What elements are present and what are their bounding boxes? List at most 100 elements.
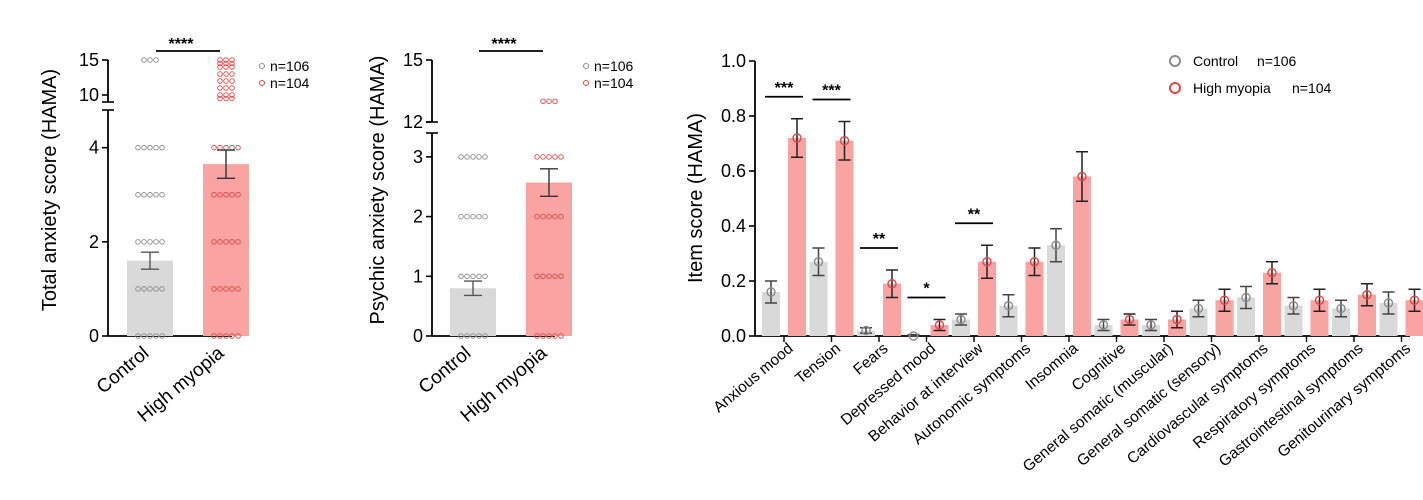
p1-data-point	[229, 333, 235, 339]
p1-data-point	[229, 57, 235, 63]
p1-data-point	[147, 144, 153, 151]
p2-data-point	[464, 154, 470, 160]
p2-ytick-label: 12	[403, 112, 423, 132]
p3-significance: ***	[822, 83, 841, 100]
p2-bars	[450, 98, 572, 339]
p2-data-point	[482, 154, 488, 160]
p3-mean-marker	[792, 133, 802, 143]
p1-data-point	[141, 191, 147, 198]
p2-data-point	[464, 273, 470, 280]
p3-mean-marker	[1172, 314, 1182, 325]
p2-data-point	[476, 273, 482, 280]
p3-mean-marker	[1267, 268, 1277, 278]
p1-data-point	[235, 333, 241, 339]
p2-bar-control	[450, 288, 496, 336]
p3-legend-myopia-marker	[1169, 82, 1181, 94]
p1-data-point	[211, 191, 217, 198]
p1-data-point	[217, 191, 223, 198]
p3-category-label: Anxious mood	[710, 340, 796, 416]
p2-bar-myopia	[526, 182, 572, 336]
p2-data-point	[546, 98, 552, 105]
p2-data-point	[476, 154, 482, 160]
p2-data-point	[552, 213, 558, 220]
p1-data-point	[141, 144, 147, 151]
p2-data-point	[534, 213, 540, 220]
p2-data-point	[476, 213, 482, 220]
p1-data-point	[147, 191, 153, 198]
p2-data-point	[470, 273, 476, 280]
p1-data-point	[223, 85, 229, 91]
p2-data-point	[558, 154, 564, 160]
p2-data-point	[546, 154, 552, 160]
p1-data-point	[211, 286, 217, 292]
p3-bar-control	[1332, 308, 1350, 336]
p1-data-point	[141, 57, 147, 63]
p3-ytick-label: 0.8	[721, 106, 746, 126]
p1-data-point	[223, 239, 229, 245]
p2-data-point	[470, 333, 476, 339]
p3-bar-control	[1237, 297, 1255, 336]
p1-ytick-label: 15	[79, 50, 99, 70]
p2-significance: ****	[492, 36, 518, 53]
p1-data-point	[229, 78, 235, 84]
p1-data-point	[217, 60, 223, 67]
p1-data-point	[217, 92, 223, 98]
p1-ytick-label: 0	[89, 326, 99, 346]
p3-bar-myopia	[1263, 272, 1281, 336]
p2-data-point	[540, 98, 546, 105]
p2-data-point	[458, 213, 464, 220]
p1-data-point	[141, 239, 147, 245]
p2-legend-myopia: n=104	[594, 75, 634, 91]
p2-data-point	[558, 213, 564, 220]
p1-data-point	[135, 144, 141, 151]
p3-bar-control	[1189, 308, 1208, 336]
p2-legend-control: n=106	[594, 58, 634, 74]
p3-mean-marker	[1241, 292, 1251, 303]
p2-ytick-label: 1	[413, 266, 423, 286]
p3-mean-marker	[1051, 240, 1061, 250]
p3-ylabel: Item score (HAMA)	[685, 113, 707, 283]
p2-data-point	[534, 333, 540, 339]
p3-bar-myopia	[1310, 300, 1329, 336]
p2-data-point	[482, 213, 488, 220]
p2-ylabel: Psychic anxiety score (HAMA)	[367, 56, 389, 325]
p1-data-point	[153, 144, 159, 151]
p3-bar-myopia	[1405, 300, 1423, 336]
p2-data-point	[552, 273, 558, 280]
p1-data-point	[147, 286, 153, 292]
p3-legend-control-marker	[1169, 55, 1181, 67]
p1-data-point	[153, 191, 159, 198]
p2-ytick-label: 3	[413, 147, 423, 167]
p3-mean-marker	[1383, 298, 1394, 308]
p3-mean-marker	[1219, 295, 1230, 305]
p1-data-point	[223, 191, 229, 198]
p3-bar-control	[999, 305, 1018, 336]
p1-data-point	[229, 95, 235, 102]
p1-data-point	[223, 78, 229, 84]
p1-data-point	[153, 333, 159, 339]
p2-data-point	[552, 333, 558, 339]
p2-data-point	[458, 333, 464, 339]
p3-ytick-label: 0.0	[721, 326, 746, 346]
p1-data-point	[159, 239, 165, 245]
p1-data-point	[141, 333, 147, 339]
p1-data-point	[159, 333, 165, 339]
p3-bar-myopia	[1120, 319, 1139, 336]
p2-data-point	[476, 333, 482, 339]
p3-bar-control	[1379, 303, 1398, 336]
p1-data-point	[141, 286, 147, 292]
p2-data-point	[540, 273, 546, 280]
p2-data-point	[552, 154, 558, 160]
p1-data-point	[223, 57, 229, 63]
p1-data-point	[217, 57, 223, 63]
p2-data-point	[558, 273, 564, 280]
p3-mean-marker	[1362, 290, 1372, 300]
p3-legend-myopia-n: n=104	[1292, 80, 1332, 96]
p1-legend-control: n=106	[270, 58, 310, 74]
p3-ytick-label: 0.6	[721, 161, 746, 181]
p1-data-point	[147, 239, 153, 245]
p1-data-point	[211, 333, 217, 339]
p1-data-point	[229, 85, 235, 91]
p3-legend-control: Control	[1193, 53, 1238, 69]
